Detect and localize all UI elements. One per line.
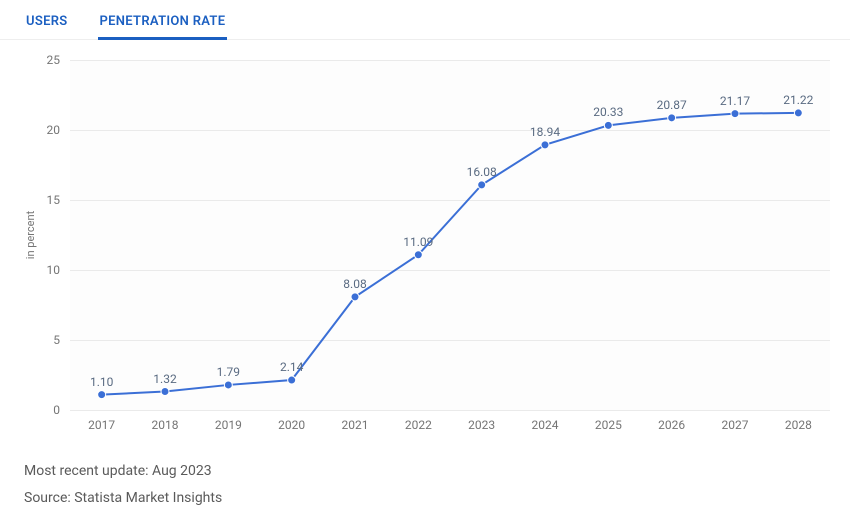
data-point — [161, 388, 169, 396]
x-tick-label: 2020 — [278, 418, 305, 432]
data-point — [414, 251, 422, 259]
point-value-label: 2.14 — [280, 360, 303, 374]
series-line — [102, 113, 799, 395]
point-value-label: 11.09 — [403, 235, 433, 249]
point-value-label: 21.22 — [783, 93, 813, 107]
x-tick-label: 2021 — [342, 418, 369, 432]
y-axis-label: in percent — [24, 211, 37, 259]
data-point — [794, 109, 802, 117]
data-point — [668, 114, 676, 122]
x-tick-label: 2026 — [658, 418, 685, 432]
point-value-label: 1.10 — [90, 375, 113, 389]
point-value-label: 20.33 — [593, 105, 623, 119]
tab-label: PENETRATION RATE — [100, 14, 226, 29]
data-point — [604, 121, 612, 129]
tab-penetration-rate[interactable]: PENETRATION RATE — [98, 8, 228, 39]
x-tick-label: 2024 — [532, 418, 559, 432]
gridline — [70, 410, 830, 411]
point-value-label: 18.94 — [530, 125, 560, 139]
data-point — [224, 381, 232, 389]
chart-footer: Most recent update: Aug 2023 Source: Sta… — [0, 450, 850, 511]
x-tick-label: 2023 — [468, 418, 495, 432]
tab-users[interactable]: USERS — [24, 8, 70, 39]
point-value-label: 21.17 — [720, 94, 750, 108]
data-point — [731, 110, 739, 118]
data-point — [541, 141, 549, 149]
x-tick-label: 2022 — [405, 418, 432, 432]
plot-area — [70, 60, 830, 410]
x-tick-label: 2027 — [722, 418, 749, 432]
x-tick-label: 2018 — [152, 418, 179, 432]
x-tick-label: 2028 — [785, 418, 812, 432]
point-value-label: 20.87 — [657, 98, 687, 112]
data-point — [478, 181, 486, 189]
point-value-label: 16.08 — [467, 165, 497, 179]
line-chart: 0510152025201720182019202020212022202320… — [10, 50, 840, 450]
source-note: Source: Statista Market Insights — [24, 485, 826, 512]
point-value-label: 1.32 — [153, 372, 176, 386]
data-point — [288, 376, 296, 384]
point-value-label: 8.08 — [343, 277, 366, 291]
data-point — [351, 293, 359, 301]
tab-label: USERS — [26, 14, 68, 29]
point-value-label: 1.79 — [217, 365, 240, 379]
x-tick-label: 2019 — [215, 418, 242, 432]
series-svg — [70, 60, 830, 410]
tabs-bar: USERS PENETRATION RATE — [0, 0, 850, 40]
update-note: Most recent update: Aug 2023 — [24, 458, 826, 485]
data-point — [98, 391, 106, 399]
x-tick-label: 2017 — [88, 418, 115, 432]
x-tick-label: 2025 — [595, 418, 622, 432]
